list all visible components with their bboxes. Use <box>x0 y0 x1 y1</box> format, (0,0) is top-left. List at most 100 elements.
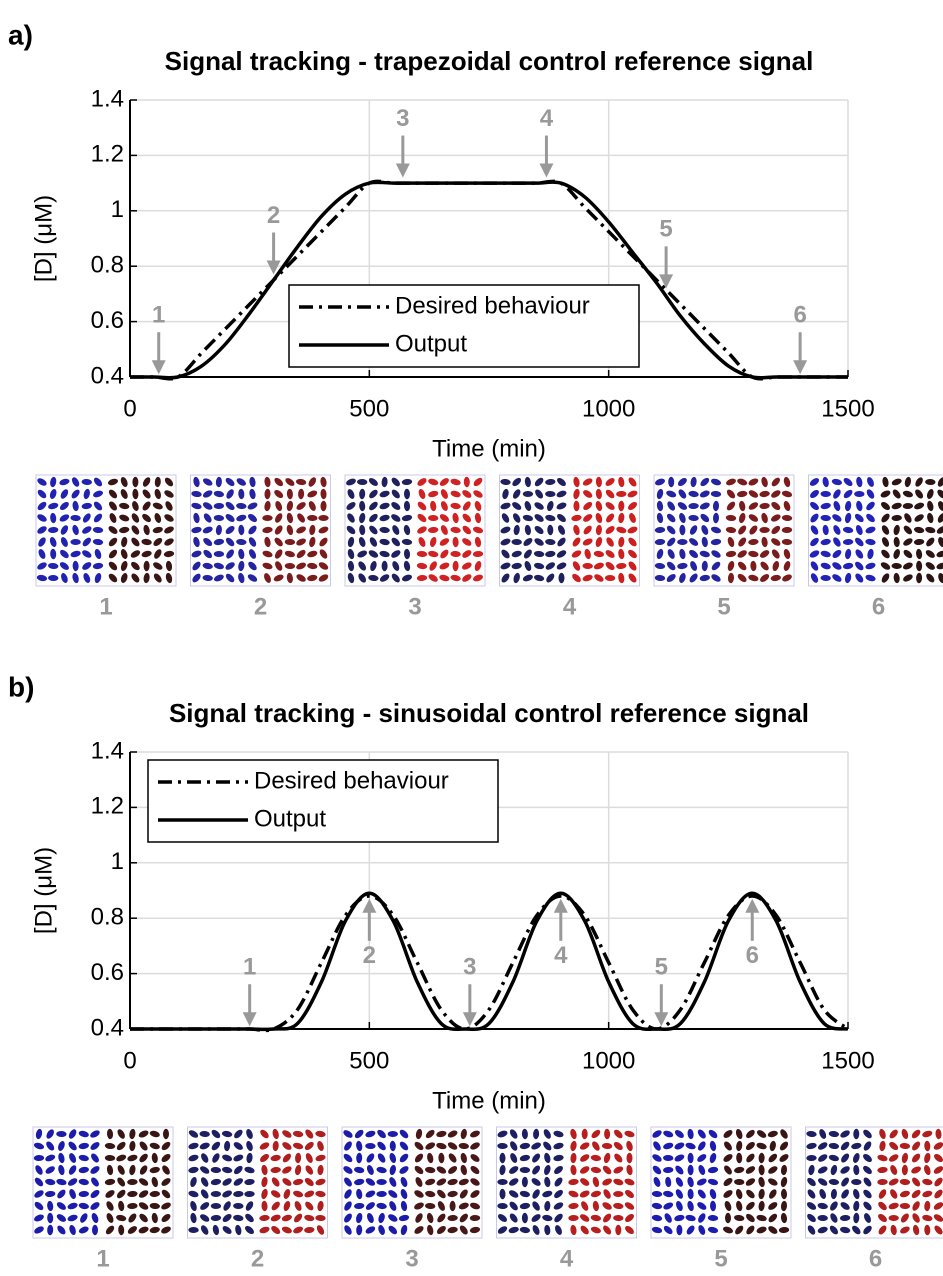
cell <box>772 560 780 572</box>
cell <box>188 1166 199 1174</box>
cell <box>202 490 213 498</box>
cell <box>366 1165 374 1175</box>
legend-label: Desired behaviour <box>254 767 449 794</box>
cell <box>67 1214 78 1222</box>
cell <box>903 549 913 559</box>
cell <box>687 1164 694 1176</box>
cell <box>82 537 91 547</box>
cell <box>583 514 593 522</box>
cell <box>401 538 413 546</box>
cell <box>582 574 593 582</box>
cell <box>470 1178 480 1186</box>
cell <box>900 1213 909 1223</box>
cell <box>602 1178 612 1186</box>
cell <box>143 572 150 584</box>
cell <box>709 1188 717 1200</box>
cell <box>416 550 428 558</box>
cell <box>428 490 439 498</box>
cell <box>653 1177 661 1187</box>
cell <box>275 501 283 511</box>
cell <box>667 549 675 559</box>
cell <box>761 536 768 548</box>
annotation-label: 4 <box>540 105 554 132</box>
cell <box>553 1142 564 1150</box>
snapshot-label: 6 <box>869 1245 882 1272</box>
cell <box>401 478 413 486</box>
snapshot-label: 4 <box>560 1245 574 1272</box>
cell <box>534 538 544 546</box>
arrow-head <box>654 1012 669 1027</box>
cell <box>676 1201 683 1211</box>
cell <box>627 526 638 534</box>
cell <box>164 477 174 487</box>
cell <box>474 536 482 548</box>
cell <box>724 1165 732 1175</box>
cell <box>925 550 935 558</box>
cell <box>59 562 69 570</box>
cell <box>315 1130 326 1138</box>
cell <box>701 560 708 572</box>
cell <box>165 572 173 584</box>
snapshot-label: 6 <box>872 593 885 620</box>
snapshot-label: 5 <box>717 593 730 620</box>
cell <box>519 1154 531 1162</box>
cell <box>469 1226 481 1234</box>
cell <box>452 560 459 572</box>
cell <box>893 572 900 584</box>
cell <box>273 574 284 582</box>
y-tick-label: 0.4 <box>91 1014 124 1041</box>
cell <box>428 514 439 522</box>
cell <box>891 562 902 570</box>
cell <box>780 1176 788 1188</box>
cell <box>867 548 874 560</box>
cell <box>924 1164 931 1176</box>
cell <box>663 1190 674 1198</box>
cell <box>768 1166 778 1174</box>
cell <box>58 1164 65 1176</box>
cell <box>274 477 284 487</box>
cell <box>810 501 819 511</box>
cell <box>200 1166 210 1174</box>
cell <box>499 1164 506 1176</box>
cell <box>203 549 213 559</box>
cell <box>305 1201 314 1211</box>
cell <box>579 1142 590 1150</box>
annotation-label: 1 <box>243 954 256 981</box>
snapshot: 1 <box>32 1126 174 1272</box>
cell <box>544 1176 551 1188</box>
cell <box>116 1214 127 1222</box>
cell <box>370 560 377 572</box>
x-tick-label: 0 <box>123 395 136 422</box>
cell <box>344 1177 352 1187</box>
arrow-head <box>745 898 760 913</box>
cell <box>828 1142 840 1150</box>
cell <box>711 550 721 558</box>
cell <box>710 490 722 498</box>
cell <box>579 1190 590 1198</box>
cell <box>759 550 770 558</box>
cell <box>510 1141 518 1151</box>
cell <box>781 538 793 546</box>
cell <box>428 574 438 582</box>
cell <box>271 1201 280 1211</box>
cell <box>238 524 245 536</box>
cell <box>163 550 175 558</box>
cell <box>701 536 708 548</box>
cell <box>531 1214 541 1222</box>
cell <box>571 550 582 558</box>
annotation-label: 3 <box>396 105 409 132</box>
cell <box>771 501 781 511</box>
cell <box>108 573 118 583</box>
cell <box>686 1225 695 1235</box>
cell <box>59 549 69 559</box>
snapshot-frame <box>805 1126 943 1239</box>
cell <box>865 526 876 534</box>
cell <box>913 526 925 534</box>
cell <box>663 1166 674 1174</box>
cell <box>261 1200 268 1212</box>
x-axis-label: Time (min) <box>432 1087 546 1114</box>
cell <box>651 1190 663 1198</box>
cell <box>200 1177 209 1187</box>
cell <box>317 1140 324 1152</box>
cell <box>761 476 768 488</box>
